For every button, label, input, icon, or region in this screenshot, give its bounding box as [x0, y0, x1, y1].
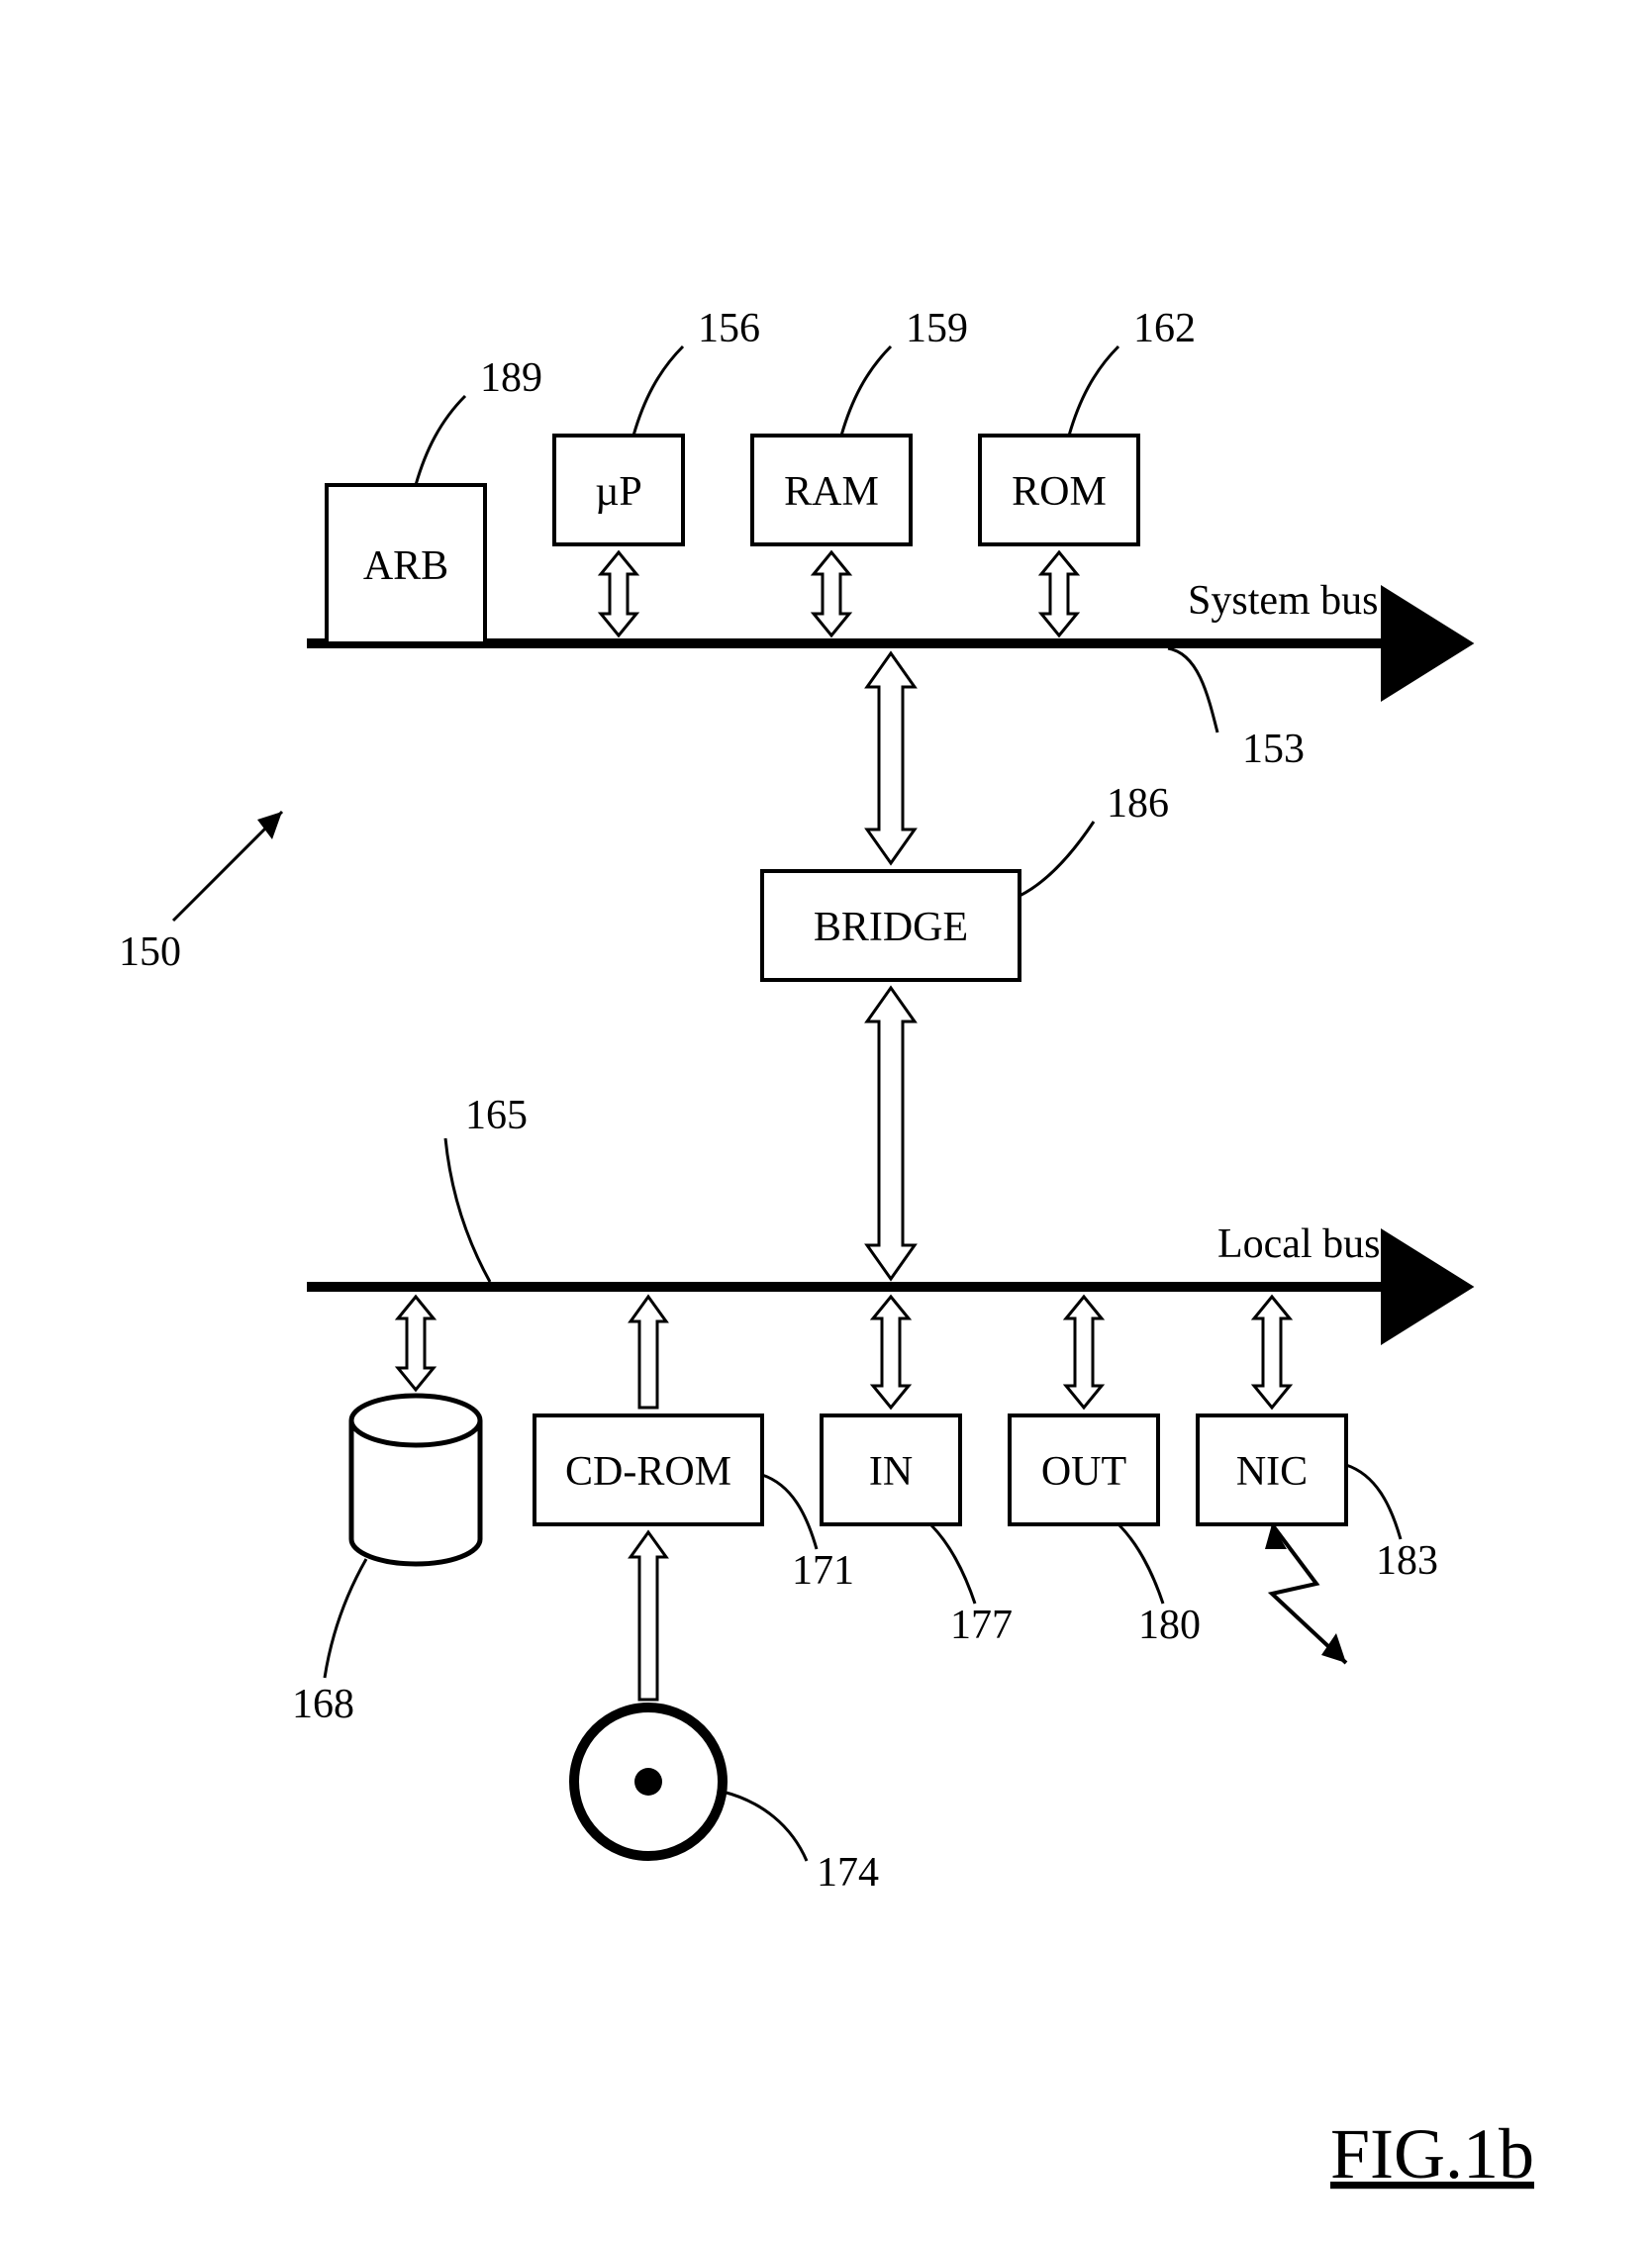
hdd-drum-icon — [351, 1396, 480, 1564]
microp-ref: 156 — [698, 306, 760, 351]
rom-bus-connector — [1041, 552, 1077, 635]
nic-localbus-connector — [1254, 1297, 1290, 1408]
out-ref-lead — [1118, 1524, 1163, 1604]
ram-ref: 159 — [906, 306, 968, 351]
bridge-systembus-connector — [867, 653, 915, 863]
in-label: IN — [869, 1449, 913, 1495]
cdrom-ref: 171 — [792, 1548, 854, 1594]
nic-ref: 183 — [1376, 1538, 1438, 1584]
cdrom-localbus-connector — [631, 1297, 666, 1408]
disc-ref-lead — [723, 1792, 807, 1861]
disc-icon — [574, 1707, 723, 1856]
local-bus-ref-lead — [445, 1138, 490, 1282]
out-ref: 180 — [1138, 1603, 1201, 1648]
in-localbus-connector — [873, 1297, 909, 1408]
rom-label: ROM — [1012, 469, 1107, 515]
system-ref-arrow — [173, 812, 282, 921]
nic-label: NIC — [1236, 1449, 1308, 1495]
local-bus-label: Local bus — [1217, 1221, 1380, 1267]
bridge-ref: 186 — [1107, 781, 1169, 827]
system-ref: 150 — [119, 929, 181, 975]
system-bus-label: System bus — [1188, 578, 1379, 624]
arb-ref: 189 — [480, 355, 542, 401]
out-label: OUT — [1041, 1449, 1126, 1495]
nic-ref-lead — [1346, 1465, 1401, 1539]
out-localbus-connector — [1066, 1297, 1102, 1408]
arb-ref-lead — [416, 396, 465, 485]
in-block: IN — [822, 1415, 960, 1524]
cdrom-block: CD-ROM — [534, 1415, 762, 1524]
system-bus-ref-lead — [1168, 648, 1217, 732]
bridge-localbus-connector — [867, 988, 915, 1279]
system-bus-ref: 153 — [1242, 727, 1305, 772]
disc-ref: 174 — [817, 1850, 879, 1896]
microp-bus-connector — [601, 552, 636, 635]
in-ref-lead — [930, 1524, 975, 1604]
arb-block: ARB — [327, 485, 485, 643]
bridge-block: BRIDGE — [762, 871, 1020, 980]
cdrom-label: CD-ROM — [565, 1449, 731, 1495]
bridge-label: BRIDGE — [814, 905, 968, 950]
rom-block: ROM — [980, 436, 1138, 544]
figure-label: FIG.1b — [1330, 2114, 1534, 2193]
arb-label: ARB — [363, 543, 448, 589]
rom-ref-lead — [1069, 346, 1118, 436]
ram-block: RAM — [752, 436, 911, 544]
cdrom-ref-lead — [762, 1475, 817, 1549]
ram-label: RAM — [784, 469, 879, 515]
hdd-ref-lead — [325, 1559, 366, 1678]
nic-block: NIC — [1198, 1415, 1346, 1524]
microp-block: µP — [554, 436, 683, 544]
in-ref: 177 — [950, 1603, 1013, 1648]
rom-ref: 162 — [1133, 306, 1196, 351]
ram-bus-connector — [814, 552, 849, 635]
bridge-ref-lead — [1020, 822, 1094, 896]
ram-ref-lead — [841, 346, 891, 436]
disc-cdrom-connector — [631, 1532, 666, 1700]
local-bus-ref: 165 — [465, 1093, 528, 1138]
microp-label: µP — [595, 469, 642, 515]
hdd-localbus-connector — [398, 1297, 434, 1390]
out-block: OUT — [1010, 1415, 1158, 1524]
nic-antenna-icon — [1265, 1524, 1346, 1663]
microp-ref-lead — [633, 346, 683, 436]
hdd-ref: 168 — [292, 1682, 354, 1727]
